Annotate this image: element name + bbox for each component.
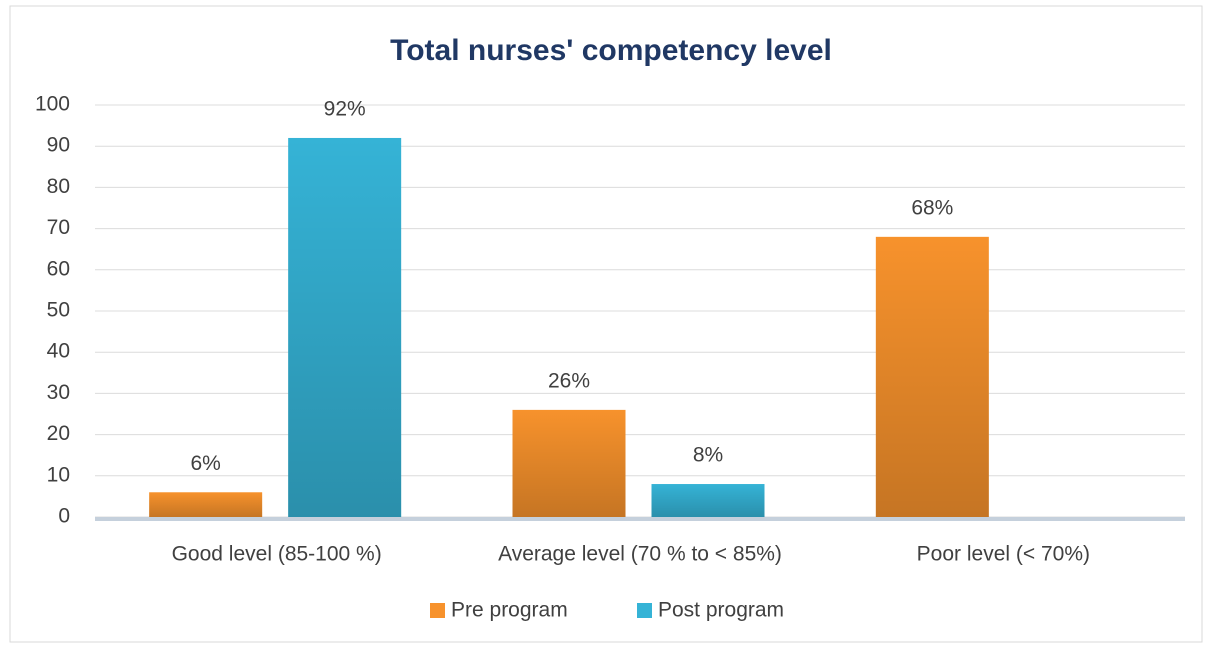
y-tick-label: 50 (47, 299, 70, 322)
legend-label: Post program (658, 599, 784, 622)
legend-swatch (430, 603, 445, 618)
y-tick-label: 20 (47, 422, 70, 445)
x-tick-label: Poor level (< 70%) (917, 543, 1090, 566)
bar-shade (875, 236, 989, 517)
y-tick-label: 100 (35, 93, 70, 116)
y-tick-label: 70 (47, 216, 70, 239)
y-tick-label: 80 (47, 175, 70, 198)
data-label: 26% (548, 369, 590, 392)
y-tick-label: 40 (47, 340, 70, 363)
y-tick-label: 0 (58, 505, 70, 528)
y-tick-label: 60 (47, 257, 70, 280)
legend-label: Pre program (451, 599, 568, 622)
bar-shade (288, 137, 402, 517)
y-tick-label: 10 (47, 463, 70, 486)
frame (9, 5, 1203, 643)
data-label: 92% (324, 98, 366, 121)
bar-shade (512, 409, 626, 517)
y-tick-label: 30 (47, 381, 70, 404)
data-label: 6% (190, 452, 220, 475)
x-tick-label: Average level (70 % to < 85%) (498, 543, 782, 566)
x-tick-label: Good level (85-100 %) (172, 543, 382, 566)
legend-swatch (637, 603, 652, 618)
bar-shade (149, 492, 263, 517)
data-label: 68% (911, 196, 953, 219)
bar-shade (651, 484, 765, 517)
chart-title: Total nurses' competency level (390, 34, 832, 67)
y-tick-label: 90 (47, 134, 70, 157)
data-label: 8% (693, 444, 723, 467)
